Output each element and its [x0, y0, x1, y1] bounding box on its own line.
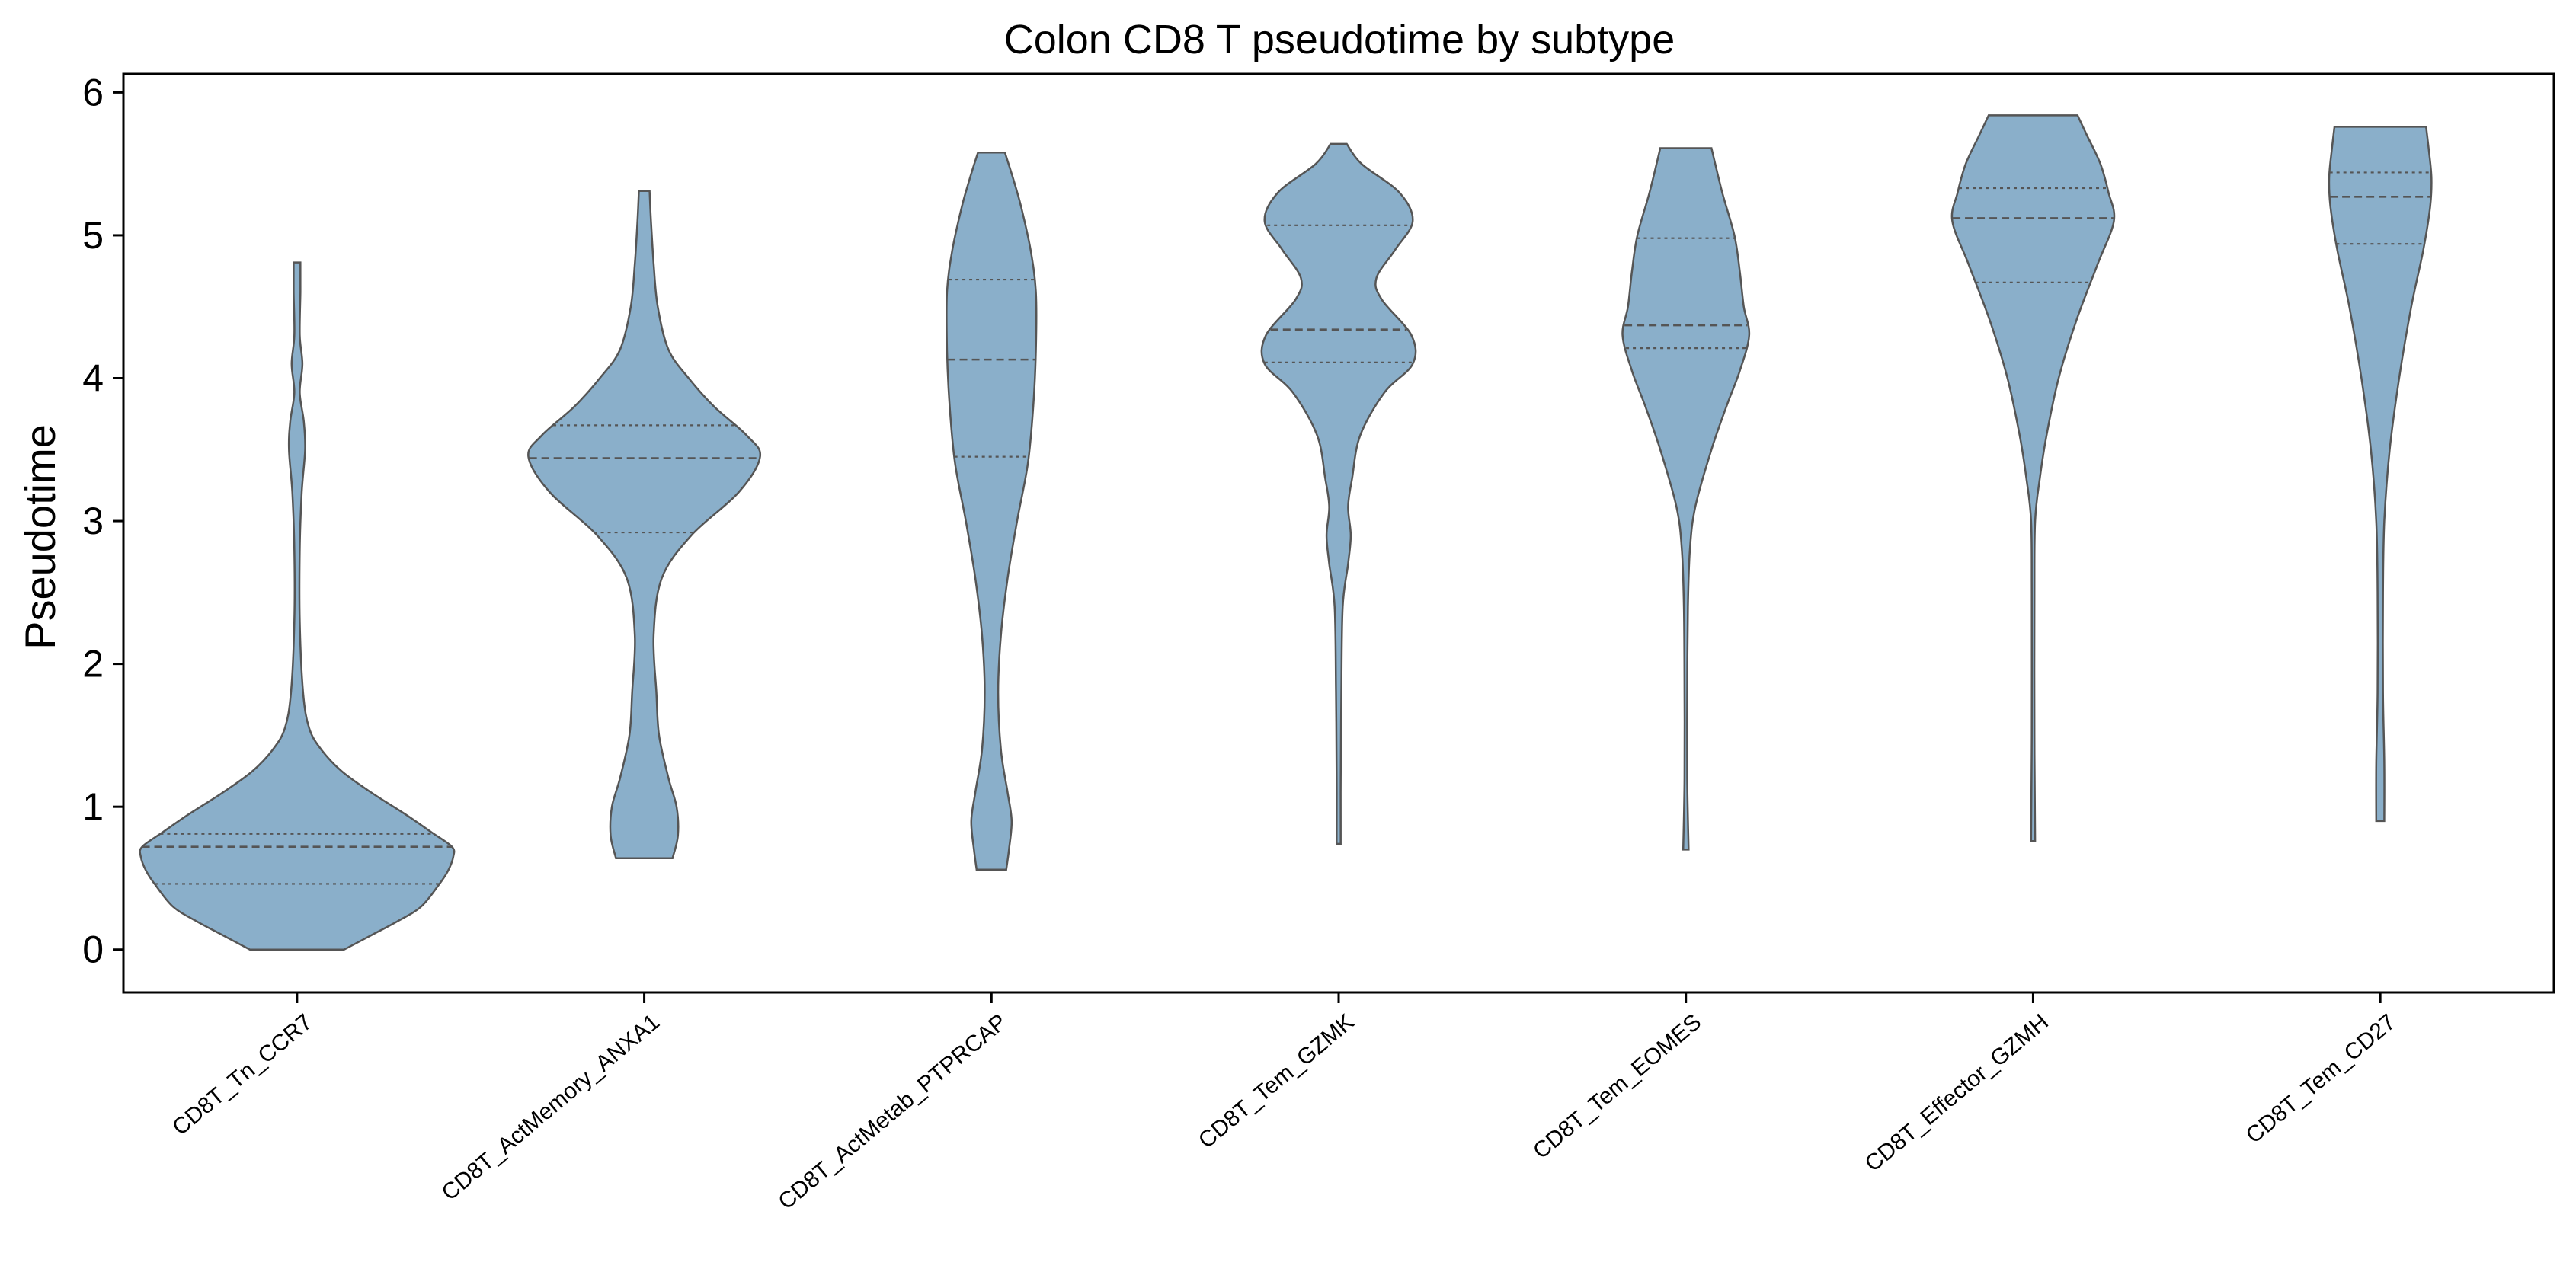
- chart-title: Colon CD8 T pseudotime by subtype: [1004, 17, 1675, 62]
- x-tick-label: CD8T_Effector_GZMH: [1861, 1009, 2053, 1177]
- x-tick-label: CD8T_Tem_GZMK: [1194, 1009, 1359, 1153]
- x-tick-label: CD8T_ActMetab_PTPRCAP: [773, 1009, 1011, 1215]
- x-tick-label: CD8T_Tem_CD27: [2242, 1009, 2401, 1149]
- x-axis: CD8T_Tn_CCR7 CD8T_ActMemory_ANXA1 CD8T_Act…: [168, 992, 2401, 1215]
- y-tick-label: 5: [82, 214, 104, 257]
- x-tick-label: CD8T_Tem_EOMES: [1528, 1009, 1706, 1164]
- y-tick-label: 1: [82, 785, 104, 828]
- x-tick-label: CD8T_Tn_CCR7: [168, 1009, 317, 1140]
- violin-CD8T_ActMetab_PTPRCAP: [946, 151, 1038, 871]
- violins-group: [139, 114, 2433, 951]
- y-tick-label: 3: [82, 500, 104, 542]
- y-tick-label: 6: [82, 71, 104, 113]
- y-tick-label: 2: [82, 643, 104, 686]
- violin-CD8T_Effector_GZMH: [1950, 114, 2116, 842]
- violin-CD8T_Tn_CCR7: [139, 261, 456, 951]
- plot-frame: [122, 72, 2555, 994]
- violin-CD8T_Tem_GZMK: [1260, 142, 1417, 845]
- y-tick-label: 0: [82, 928, 104, 971]
- violin-CD8T_Tem_EOMES: [1621, 147, 1751, 851]
- y-tick-label: 4: [82, 356, 104, 399]
- y-axis: 0 1 2 3 4 5 6: [82, 71, 123, 971]
- violin-CD8T_ActMemory_ANXA1: [527, 190, 762, 859]
- violin-CD8T_Tem_CD27: [2328, 126, 2433, 823]
- x-tick-label: CD8T_ActMemory_ANXA1: [437, 1009, 664, 1206]
- y-axis-label: Pseudotime: [16, 424, 64, 650]
